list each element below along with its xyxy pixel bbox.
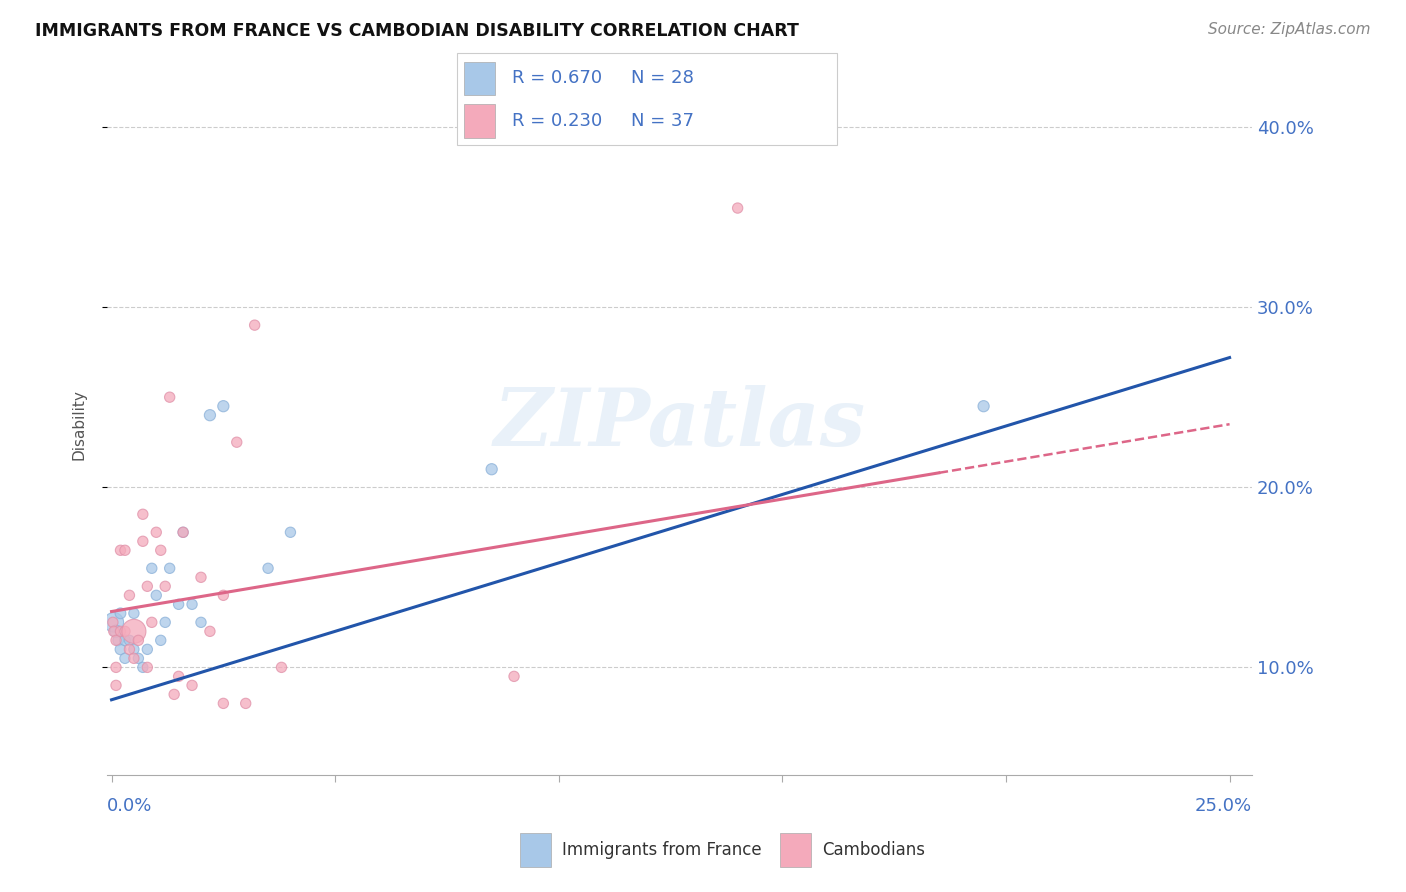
Point	[118, 588, 141, 602]
Point	[136, 579, 159, 593]
Point	[122, 607, 145, 621]
Point	[114, 633, 136, 648]
Point	[105, 678, 128, 692]
Point	[127, 633, 149, 648]
Y-axis label: Disability: Disability	[72, 389, 86, 459]
Point	[235, 697, 257, 711]
Point	[270, 660, 292, 674]
Point	[225, 435, 247, 450]
Point	[132, 508, 155, 522]
Point	[167, 669, 190, 683]
Text: N = 28: N = 28	[631, 70, 695, 87]
Point	[973, 399, 995, 413]
Text: R = 0.670: R = 0.670	[512, 70, 602, 87]
Point	[122, 642, 145, 657]
Point	[127, 651, 149, 665]
Point	[243, 318, 266, 333]
Point	[110, 607, 132, 621]
Point	[107, 633, 129, 648]
Text: Source: ZipAtlas.com: Source: ZipAtlas.com	[1208, 22, 1371, 37]
Point	[149, 543, 172, 558]
Point	[159, 561, 181, 575]
Point	[105, 633, 128, 648]
Point	[118, 633, 141, 648]
Point	[114, 543, 136, 558]
Point	[172, 525, 194, 540]
Point	[503, 669, 526, 683]
Point	[280, 525, 302, 540]
Point	[136, 660, 159, 674]
Point	[132, 534, 155, 549]
Point	[149, 633, 172, 648]
Point	[118, 642, 141, 657]
Point	[122, 651, 145, 665]
Text: IMMIGRANTS FROM FRANCE VS CAMBODIAN DISABILITY CORRELATION CHART: IMMIGRANTS FROM FRANCE VS CAMBODIAN DISA…	[35, 22, 799, 40]
Point	[145, 588, 167, 602]
Point	[198, 408, 221, 422]
Point	[198, 624, 221, 639]
Point	[172, 525, 194, 540]
Point	[145, 525, 167, 540]
Text: 0.0%: 0.0%	[107, 797, 152, 815]
Text: N = 37: N = 37	[631, 112, 695, 130]
Point	[103, 624, 125, 639]
Point	[212, 399, 235, 413]
Text: Immigrants from France: Immigrants from France	[562, 841, 762, 859]
Point	[105, 624, 128, 639]
Point	[159, 390, 181, 404]
Point	[141, 615, 163, 630]
Point	[141, 561, 163, 575]
Point	[167, 597, 190, 611]
Point	[136, 642, 159, 657]
Point	[181, 597, 204, 611]
Point	[481, 462, 503, 476]
Point	[190, 615, 212, 630]
Point	[132, 660, 155, 674]
Point	[122, 624, 145, 639]
Point	[114, 651, 136, 665]
Point	[212, 697, 235, 711]
Point	[212, 588, 235, 602]
Text: ZIPatlas: ZIPatlas	[494, 385, 866, 463]
Point	[114, 624, 136, 639]
Point	[163, 687, 186, 701]
Text: R = 0.230: R = 0.230	[512, 112, 602, 130]
Point	[101, 615, 124, 630]
Point	[727, 201, 749, 215]
Point	[103, 615, 125, 630]
Point	[190, 570, 212, 584]
Point	[257, 561, 280, 575]
Text: 25.0%: 25.0%	[1195, 797, 1251, 815]
Point	[155, 579, 177, 593]
Text: Cambodians: Cambodians	[823, 841, 925, 859]
Point	[105, 660, 128, 674]
Point	[110, 624, 132, 639]
Point	[181, 678, 204, 692]
Point	[110, 543, 132, 558]
Point	[110, 642, 132, 657]
Point	[155, 615, 177, 630]
